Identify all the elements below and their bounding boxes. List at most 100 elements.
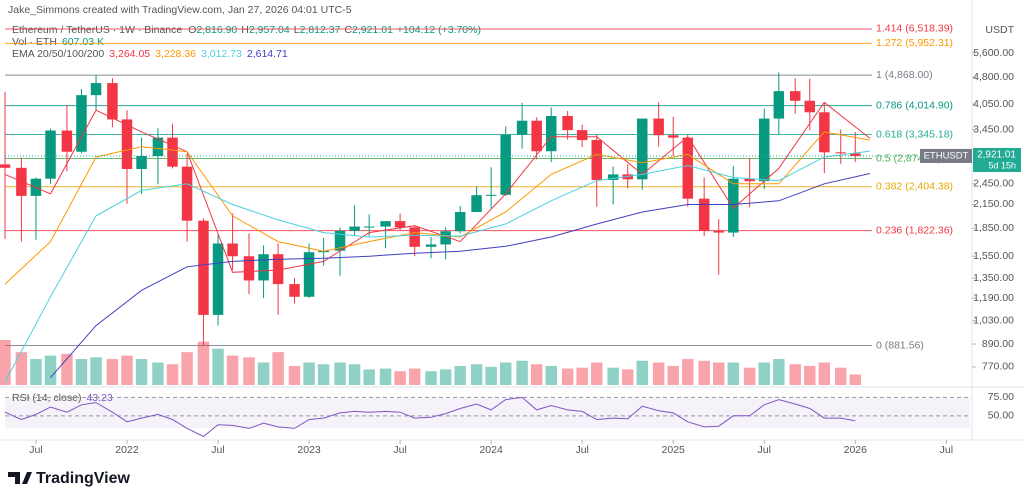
y-tick-label: 1,030.00 (973, 315, 1014, 327)
ohlc-value: 2,816.90 (196, 24, 237, 36)
volume-bar (135, 359, 148, 385)
volume-bar (454, 365, 466, 385)
volume-value: 607.03 K (62, 36, 104, 48)
volume-bar (166, 364, 179, 385)
y-tick-label: 1,850.00 (973, 222, 1014, 234)
ema-line (4, 131, 870, 285)
candle-body (591, 140, 602, 180)
ema-label: EMA 20/50/100/200 (12, 48, 104, 60)
ema-value: 3,012.73 (201, 48, 242, 60)
candle-body (804, 100, 816, 113)
y-tick-label: 2,150.00 (973, 198, 1014, 210)
change: +104.12 (+3.70%) (397, 24, 481, 36)
x-tick-label: Jul (940, 444, 953, 456)
volume-bar (485, 366, 497, 385)
volume-bar (470, 364, 483, 385)
fib-label: 0.236 (1,822.36) (876, 224, 953, 236)
candle-body (107, 83, 118, 120)
volume-bar (226, 355, 239, 385)
candle-body (243, 256, 255, 281)
price-tag-value: 2,921.01 (977, 150, 1016, 161)
symbol-tag (920, 148, 972, 163)
volume-bar (334, 362, 346, 385)
candle-body (440, 231, 451, 245)
rsi-tick-label: 50.00 (988, 410, 1014, 422)
volume-bar (727, 362, 740, 385)
x-tick-label: 2024 (479, 444, 503, 456)
ema-value: 2,614.71 (247, 48, 288, 60)
candle-body (334, 230, 346, 251)
ema-line (4, 150, 870, 383)
candle-body (0, 164, 11, 168)
candle-body (181, 166, 193, 221)
fib-label: 1.414 (6,518.39) (876, 23, 953, 35)
candle-body (121, 119, 133, 170)
ohlc-key: C (344, 24, 352, 36)
fib-label: 0 (881.56) (876, 339, 924, 351)
volume-bar (0, 340, 11, 385)
x-tick-label: 2023 (297, 444, 321, 456)
volume-bar (106, 359, 119, 385)
volume-bar (30, 359, 42, 385)
currency: USDT (985, 24, 1014, 36)
volume-bar (849, 374, 862, 385)
candle-body (380, 221, 391, 227)
volume-bar (197, 341, 210, 385)
volume-bar (758, 362, 770, 385)
candle-body (682, 137, 694, 199)
volume-bar (698, 360, 710, 385)
candle-body (667, 135, 679, 138)
candle-body (76, 95, 87, 152)
volume-bar (44, 355, 57, 385)
candle-body (454, 211, 466, 232)
fib-label: 0.618 (3,345.18) (876, 128, 953, 140)
ohlc-value: 2,921.01 (352, 24, 393, 36)
price-tag-countdown: 5d 15h (988, 160, 1016, 170)
candle-body (90, 83, 102, 96)
x-tick-label: Jul (393, 444, 406, 456)
candle-body (258, 254, 269, 281)
volume-bar (818, 362, 831, 385)
volume-bar (773, 359, 785, 385)
volume-bar (804, 365, 816, 385)
fib-label: 0.786 (4,014.90) (876, 99, 953, 111)
ema-line (50, 173, 871, 378)
candle-body (744, 178, 755, 182)
volume-bar (152, 362, 164, 385)
volume-bar (636, 360, 648, 385)
rsi-label: RSI (14, close) (12, 392, 81, 404)
ohlc-key: O (188, 24, 196, 36)
candle-body (394, 221, 406, 228)
candle-body (835, 152, 846, 154)
ohlc-key: H (241, 24, 249, 36)
price-tag (973, 147, 1021, 172)
candle-body (713, 230, 724, 233)
logo-text: TradingView (36, 470, 131, 487)
ema-line (4, 101, 871, 273)
volume-bar (834, 367, 847, 385)
y-tick-label: 770.00 (982, 361, 1014, 373)
candle-body (61, 130, 73, 152)
candle-body (45, 130, 56, 179)
x-tick-label: Jul (575, 444, 588, 456)
volume-bar (789, 364, 801, 385)
rsi-line (4, 396, 856, 438)
candle-body (167, 137, 178, 167)
volume-bar (61, 353, 73, 385)
logo: TradingView (8, 470, 131, 487)
candle-body (759, 118, 770, 182)
fib-label: 0.382 (2,404.38) (876, 181, 953, 193)
candle-body (728, 178, 739, 233)
symbol-tag-text: ETHUSDT (924, 150, 969, 161)
rsi-tick-label: 75.00 (988, 391, 1014, 403)
candle-body (516, 120, 528, 135)
volume-bar (348, 364, 361, 385)
volume-bar (591, 362, 603, 385)
volume-bar (743, 367, 756, 385)
candle-body (485, 194, 497, 196)
candle-body (272, 254, 284, 285)
candle-body (545, 116, 557, 152)
volume-bar (545, 365, 557, 385)
x-tick-label: 2025 (662, 444, 686, 456)
